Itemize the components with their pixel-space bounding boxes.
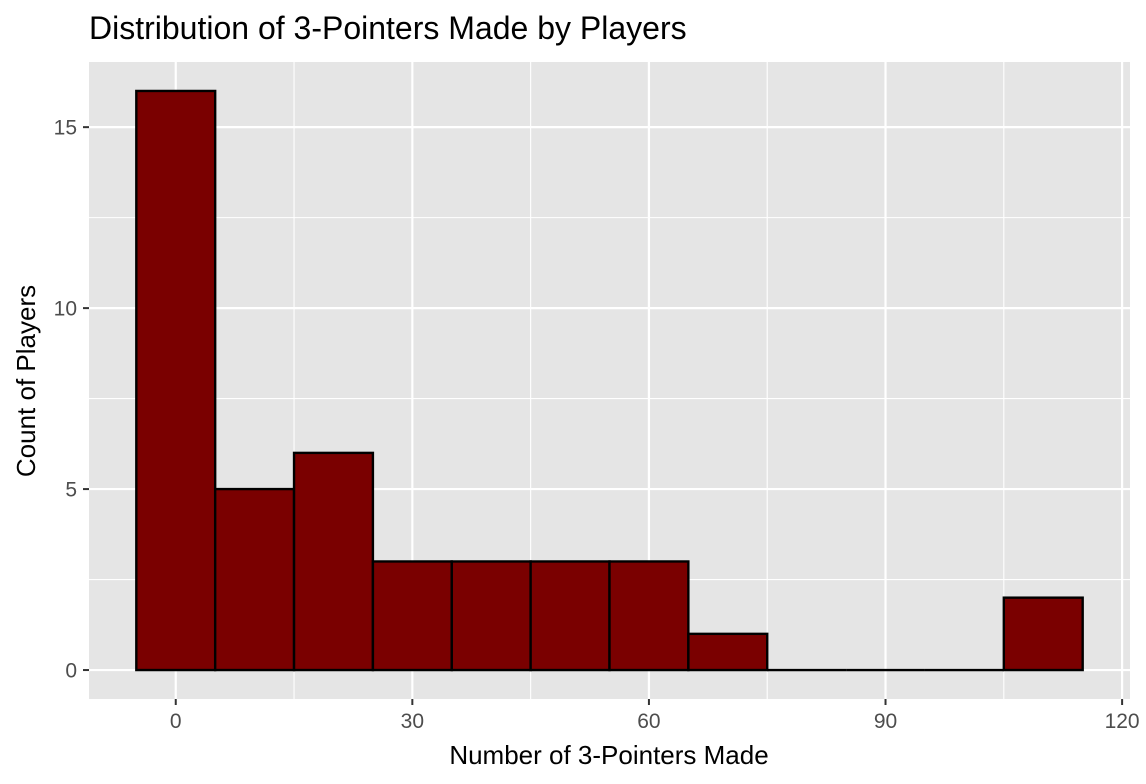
y-axis-title: Count of Players — [11, 285, 41, 477]
histogram-bar — [450, 560, 532, 672]
histogram-bars — [135, 89, 1084, 672]
histogram-bar — [687, 632, 769, 672]
x-tick-label: 120 — [1105, 710, 1140, 733]
y-axis: 0 5 10 15 — [54, 117, 89, 683]
chart-title: Distribution of 3-Pointers Made by Playe… — [89, 10, 687, 46]
x-axis-title: Number of 3-Pointers Made — [449, 740, 768, 770]
histogram-bar — [213, 487, 296, 672]
y-tick-label: 10 — [54, 298, 77, 321]
x-tick-label: 30 — [401, 710, 424, 733]
y-tick-label: 5 — [65, 479, 77, 502]
x-axis: 0 30 60 90 120 — [170, 699, 1140, 733]
histogram-bar — [135, 89, 217, 672]
histogram-bar — [608, 560, 690, 672]
minor-gridlines — [89, 62, 1130, 699]
histogram-bar — [371, 560, 453, 672]
y-tick-label: 15 — [54, 117, 77, 140]
histogram-bar — [529, 560, 611, 672]
x-tick-label: 90 — [874, 710, 897, 733]
y-tick-label: 0 — [65, 660, 77, 683]
x-tick-label: 60 — [637, 710, 660, 733]
histogram-bar — [1002, 596, 1084, 672]
x-tick-label: 0 — [170, 710, 182, 733]
histogram-bar — [292, 451, 375, 672]
